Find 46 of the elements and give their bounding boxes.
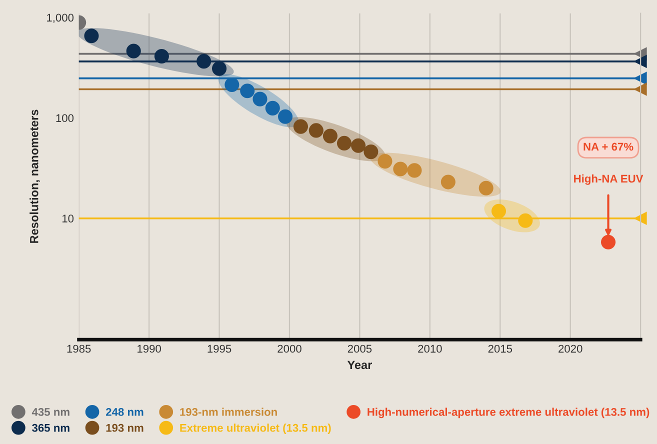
point bbox=[84, 28, 99, 44]
point bbox=[212, 61, 227, 76]
x-tick-label: 1995 bbox=[208, 344, 232, 353]
x-axis-title: Year bbox=[347, 360, 372, 370]
point bbox=[440, 174, 456, 190]
point bbox=[252, 92, 268, 106]
x-tick-label: 1985 bbox=[67, 344, 91, 353]
point bbox=[126, 44, 141, 58]
point bbox=[600, 234, 616, 250]
point bbox=[278, 109, 293, 124]
legend-label: 248 nm bbox=[106, 408, 144, 416]
x-tick-label: 2000 bbox=[278, 344, 302, 353]
annotation: NA + 67% bbox=[584, 142, 634, 151]
point bbox=[293, 119, 308, 134]
legend-label: 365 nm bbox=[32, 424, 70, 432]
point bbox=[378, 154, 392, 169]
point bbox=[265, 100, 280, 116]
x-tick-label: 2015 bbox=[488, 344, 512, 353]
y-axis-title: Resolution, nanometers bbox=[30, 110, 40, 243]
point bbox=[351, 138, 366, 153]
legend-label: 193-nm immersion bbox=[180, 408, 277, 416]
annotation: High-NA EUV bbox=[574, 174, 644, 185]
point bbox=[393, 162, 408, 176]
point bbox=[407, 163, 422, 178]
point bbox=[224, 77, 240, 92]
x-tick-label: 1990 bbox=[138, 344, 161, 353]
point bbox=[364, 144, 378, 160]
legend-label: 193 nm bbox=[106, 424, 144, 432]
point bbox=[518, 213, 533, 228]
point bbox=[478, 180, 494, 196]
point bbox=[240, 84, 255, 98]
x-tick-label: 2020 bbox=[558, 344, 582, 353]
legend-label: 435 nm bbox=[32, 408, 70, 416]
point bbox=[308, 123, 324, 138]
y-tick-label: 100 bbox=[56, 114, 74, 122]
x-tick-label: 2005 bbox=[348, 344, 372, 353]
legend-label: High-numerical-aperture extreme ultraviolet (13.5 nm) bbox=[368, 408, 650, 418]
x-tick-label: 2010 bbox=[418, 344, 442, 353]
y-tick-label: 10 bbox=[62, 214, 74, 222]
point bbox=[491, 204, 506, 218]
point bbox=[322, 128, 338, 144]
point bbox=[154, 48, 169, 64]
legend-label: Extreme ultraviolet (13.5 nm) bbox=[180, 424, 331, 434]
point bbox=[196, 54, 212, 69]
y-tick-label: 1,000 bbox=[47, 14, 74, 23]
point bbox=[336, 136, 352, 150]
